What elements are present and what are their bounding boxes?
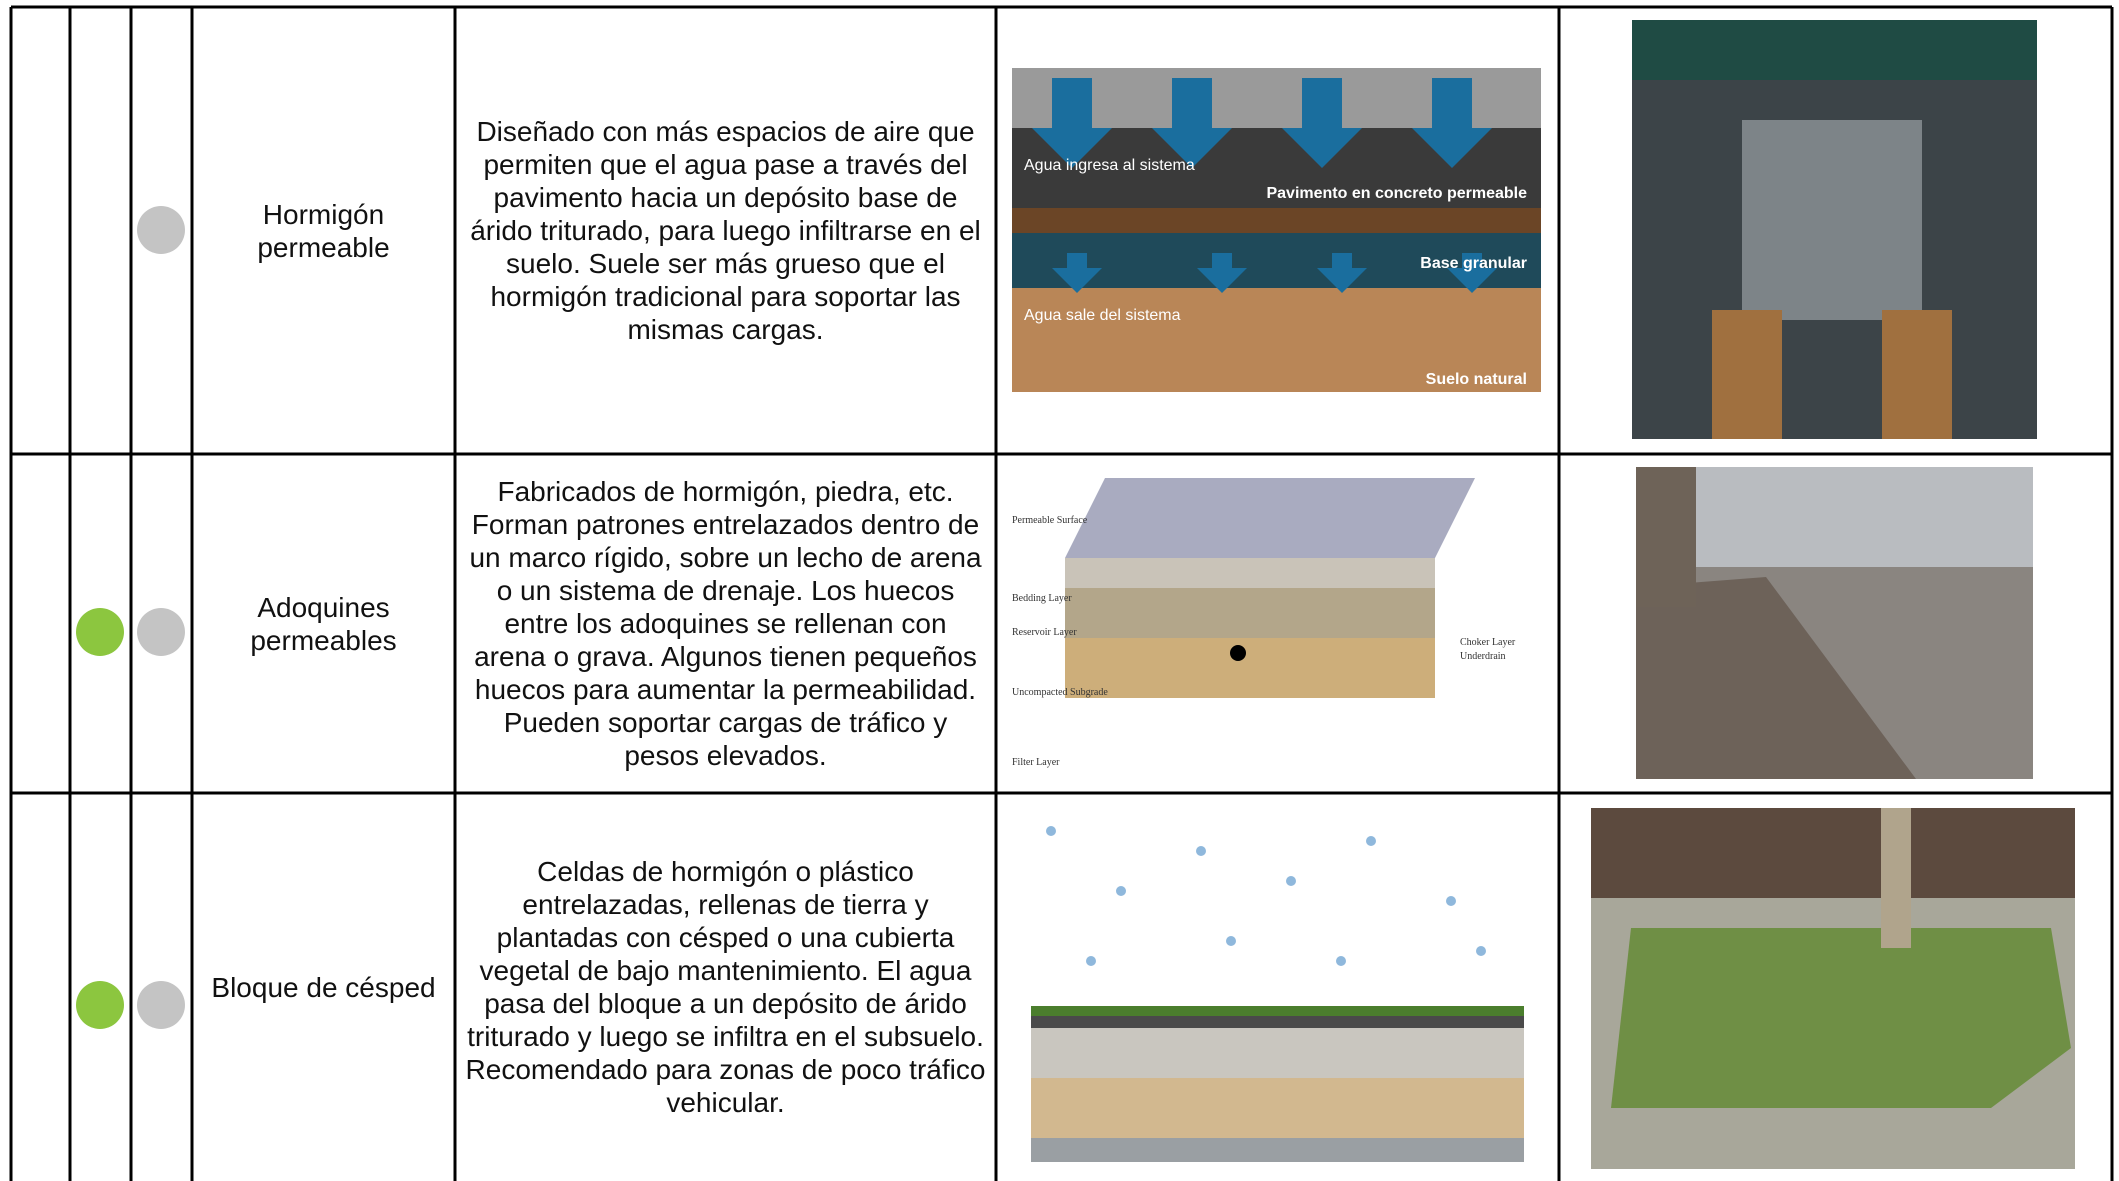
- diagram-image: Permeable Surface Bedding Layer Reservoi…: [1010, 473, 1540, 777]
- diagram-label: Agua sale del sistema: [1024, 307, 1181, 324]
- photo: [1632, 20, 2037, 439]
- diagram-label: Suelo natural: [1426, 371, 1527, 388]
- diagram-image: [1031, 811, 1524, 1162]
- photo: [1591, 808, 2075, 1169]
- diagram-label: Reservoir Layer: [1012, 627, 1077, 638]
- diagram-label: Permeable Surface: [1012, 515, 1088, 526]
- status-dot: [76, 608, 124, 656]
- status-dot: [137, 608, 185, 656]
- photo: [1636, 467, 2033, 779]
- status-dot: [137, 981, 185, 1029]
- diagram-label: Uncompacted Subgrade: [1012, 687, 1108, 698]
- row-name: Hormigón permeable: [257, 198, 390, 263]
- diagram-label: Pavimento en concreto permeable: [1266, 185, 1527, 202]
- status-dot: [76, 981, 124, 1029]
- row-name: Adoquines permeables: [250, 591, 397, 656]
- status-dot: [137, 206, 185, 254]
- diagram-label: Choker Layer: [1460, 637, 1516, 648]
- diagram-label: Base granular: [1420, 255, 1527, 272]
- diagram-image: Agua ingresa al sistema Pavimento en con…: [1012, 68, 1541, 392]
- row-name: Bloque de césped: [211, 971, 436, 1003]
- row-description: Diseñado con más espacios de aire que pe…: [470, 116, 981, 345]
- row-description: Fabricados de hormigón, piedra, etc. For…: [469, 476, 982, 771]
- diagram-label: Bedding Layer: [1012, 593, 1072, 604]
- diagram-label: Underdrain: [1460, 651, 1506, 662]
- row-description: Celdas de hormigón o plástico entrelazad…: [465, 856, 986, 1118]
- diagram-label: Agua ingresa al sistema: [1024, 157, 1195, 174]
- diagram-label: Filter Layer: [1012, 757, 1060, 768]
